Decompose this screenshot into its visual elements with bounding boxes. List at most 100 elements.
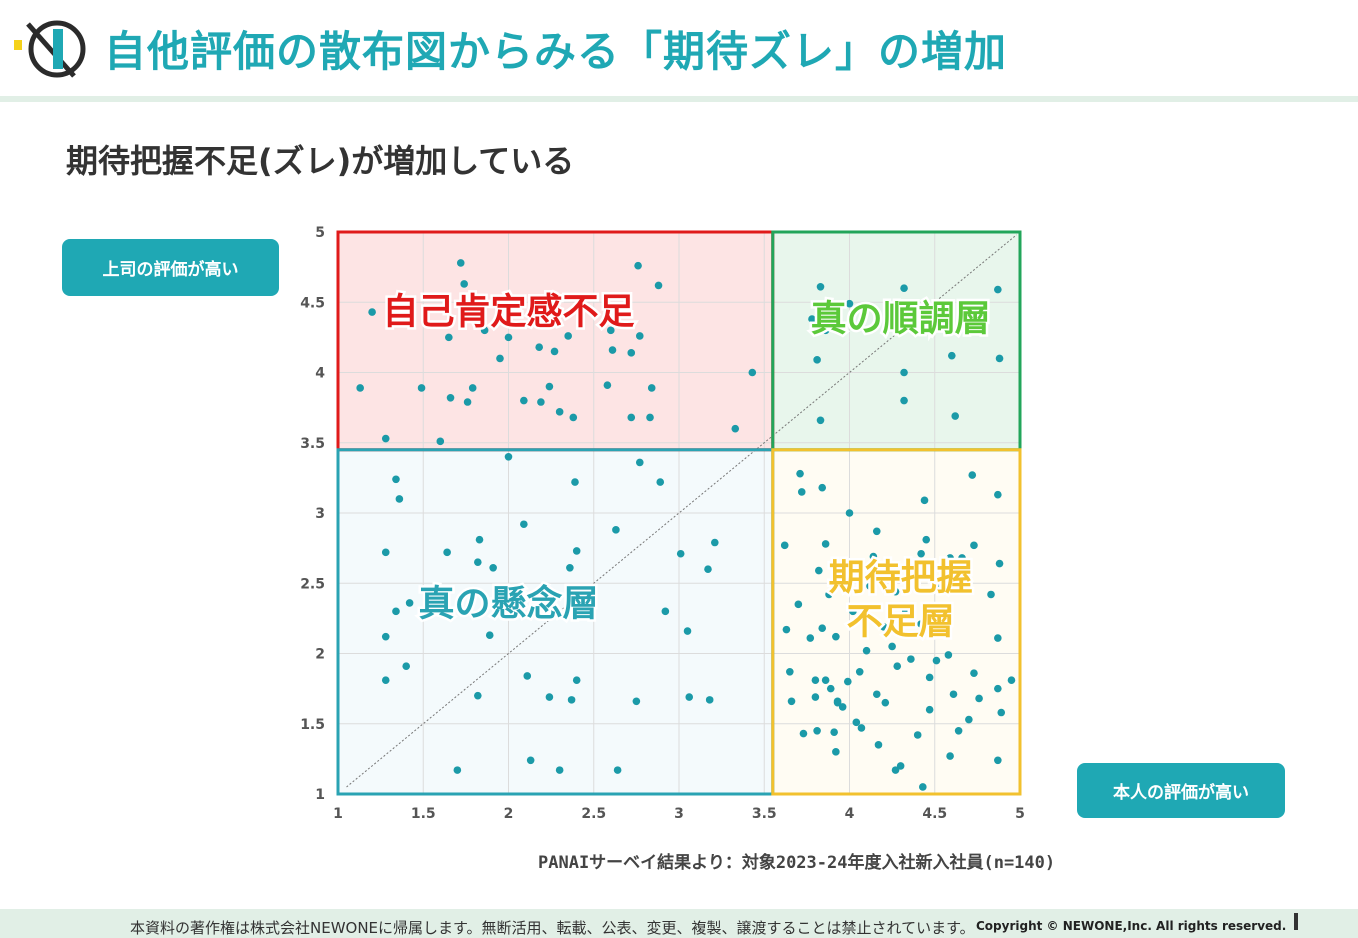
data-point: [826, 684, 835, 693]
data-point: [958, 554, 966, 562]
data-point: [994, 684, 1002, 693]
data-point: [925, 673, 934, 682]
data-point: [368, 308, 376, 316]
data-point: [468, 384, 477, 392]
data-point: [392, 475, 400, 484]
data-point: [356, 384, 364, 392]
data-point: [635, 332, 644, 340]
y-tick-label: 4.5: [300, 295, 325, 311]
data-point: [811, 676, 820, 684]
data-point: [825, 590, 833, 599]
data-point: [994, 490, 1002, 499]
data-point: [676, 549, 685, 558]
quadrant-fill-3: [772, 449, 1020, 794]
data-point: [932, 656, 941, 665]
data-point: [881, 698, 890, 707]
data-point: [965, 715, 973, 724]
data-point: [855, 667, 864, 676]
data-point: [647, 384, 656, 392]
data-point: [661, 607, 670, 616]
data-point: [869, 552, 878, 561]
data-point: [843, 677, 852, 686]
data-point: [816, 416, 825, 425]
label-true-concern: 真の懸念層: [418, 583, 598, 625]
data-point: [646, 413, 654, 422]
data-point: [456, 259, 465, 267]
data-point: [572, 676, 581, 684]
copyright-notice: 本資料の著作権は株式会社NEWONEに帰属します。無断活用、転載、公表、変更、複…: [130, 919, 975, 937]
data-point: [994, 756, 1002, 765]
data-point: [705, 696, 714, 704]
x-tick-label: 3.5: [752, 806, 777, 822]
data-point: [748, 368, 757, 377]
data-point: [571, 478, 579, 486]
data-point: [949, 690, 958, 699]
data-point: [970, 541, 978, 550]
data-point: [392, 607, 400, 616]
data-point: [917, 549, 925, 558]
y-tick-label: 2: [315, 647, 325, 663]
data-point: [994, 634, 1002, 642]
data-point: [1007, 676, 1016, 684]
data-point: [496, 354, 504, 363]
data-point: [866, 582, 874, 590]
x-tick-label: 2.5: [581, 806, 606, 822]
page-marker: [1294, 913, 1298, 930]
data-point: [922, 535, 931, 544]
data-point: [891, 766, 900, 774]
data-point: [797, 488, 806, 496]
data-point: [381, 676, 390, 684]
data-point: [731, 424, 740, 433]
data-point: [975, 694, 983, 703]
data-point: [796, 469, 804, 478]
quadrant-fill-0: [338, 232, 773, 450]
quadrant-fill-1: [772, 232, 1020, 450]
data-point: [395, 495, 404, 503]
data-point: [818, 624, 827, 633]
data-point: [925, 705, 934, 714]
data-point: [463, 398, 472, 406]
data-point: [704, 565, 712, 573]
y-tick-label: 1: [315, 787, 325, 803]
data-point: [504, 333, 513, 342]
data-point: [711, 538, 719, 547]
data-point: [997, 708, 1006, 717]
data-point: [654, 281, 663, 290]
data-point: [550, 347, 559, 356]
data-point: [564, 332, 572, 340]
page-title: 自他評価の散布図からみる「期待ズレ」の増加: [104, 27, 1008, 76]
data-point: [838, 703, 847, 711]
y-tick-label: 2.5: [300, 576, 325, 592]
data-point: [888, 642, 896, 651]
x-tick-label: 1.5: [411, 806, 436, 822]
data-point: [901, 607, 910, 616]
data-point: [685, 693, 694, 701]
data-point: [545, 382, 554, 391]
data-point: [987, 590, 995, 599]
data-point: [970, 669, 978, 677]
data-point: [821, 326, 830, 335]
data-point: [443, 548, 451, 557]
data-point: [893, 662, 902, 670]
data-point: [936, 582, 944, 590]
x-tick-label: 4.5: [922, 806, 947, 822]
data-point: [872, 527, 881, 536]
data-point: [567, 696, 576, 704]
data-point: [951, 412, 960, 420]
data-point: [907, 655, 915, 663]
diagonal-reference-line: [346, 234, 1017, 788]
data-point: [900, 284, 908, 292]
data-point: [871, 566, 879, 575]
data-point: [995, 354, 1004, 363]
quadrant-border-3: [771, 448, 1022, 796]
data-point: [475, 535, 484, 544]
data-point: [919, 783, 927, 791]
data-point: [381, 434, 390, 443]
data-point: [460, 280, 468, 288]
data-point: [815, 566, 823, 575]
data-point: [523, 672, 532, 680]
x-tick-label: 4: [845, 806, 855, 822]
data-point: [813, 726, 821, 735]
data-point: [941, 603, 949, 611]
data-point: [537, 398, 545, 406]
